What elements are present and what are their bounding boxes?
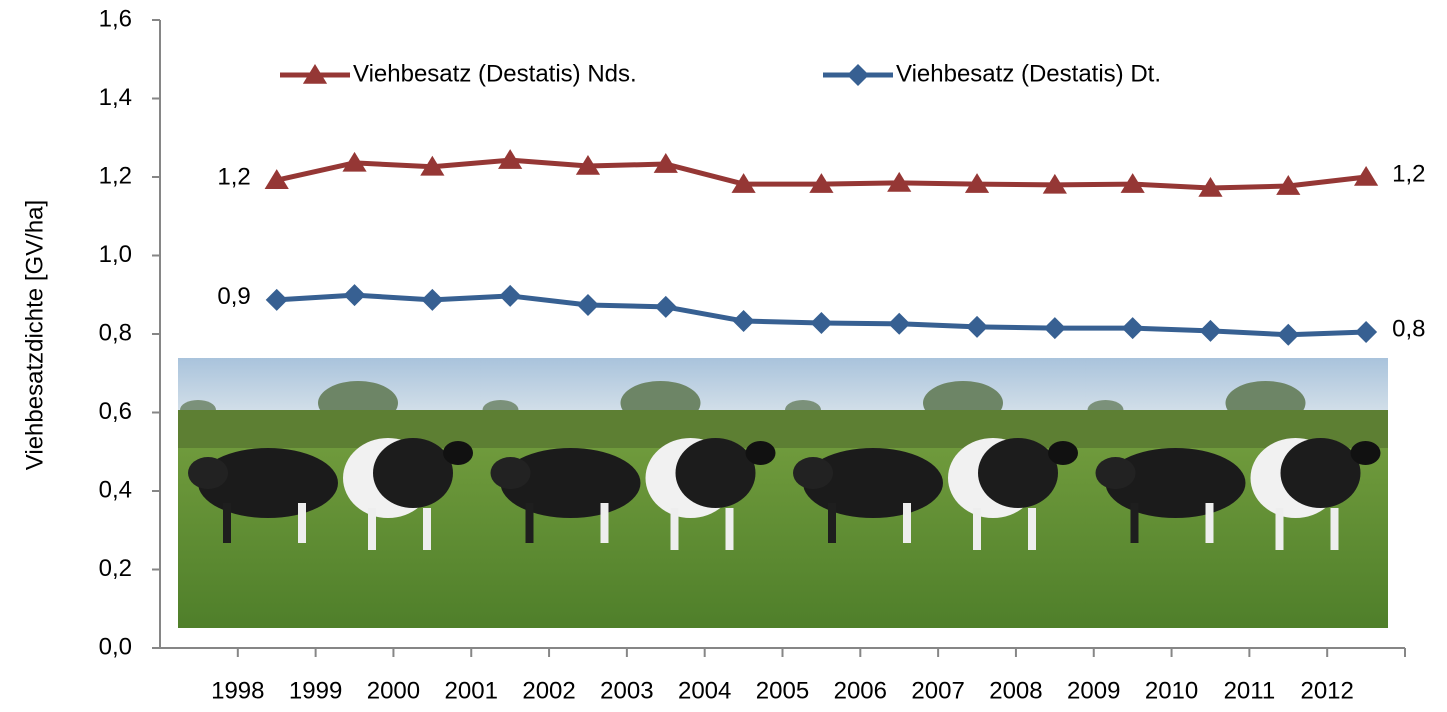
marker — [264, 169, 289, 189]
legend-label: Viehbesatz (Destatis) Dt. — [896, 60, 1161, 87]
marker — [1198, 176, 1223, 197]
marker — [810, 312, 833, 335]
marker — [1353, 166, 1379, 186]
y-tick-label: 1,4 — [99, 84, 132, 111]
x-tick-label: 2011 — [1224, 677, 1276, 704]
marker — [964, 173, 990, 193]
y-tick-label: 0,0 — [99, 633, 132, 660]
y-tick-label: 0,8 — [99, 319, 132, 346]
marker — [342, 151, 367, 172]
marker — [888, 312, 911, 335]
x-tick-label: 2000 — [367, 677, 420, 704]
marker — [653, 153, 678, 173]
marker — [1120, 173, 1145, 193]
x-tick-label: 2005 — [756, 677, 809, 704]
marker — [499, 284, 522, 307]
marker — [1277, 323, 1300, 346]
x-tick-label: 2007 — [911, 677, 964, 704]
y-tick-label: 1,0 — [99, 241, 132, 268]
marker — [1121, 317, 1144, 340]
x-tick-label: 1998 — [211, 677, 264, 704]
x-tick-label: 2012 — [1300, 677, 1353, 704]
x-tick-label: 1999 — [289, 677, 342, 704]
x-tick-label: 2010 — [1145, 677, 1198, 704]
x-tick-label: 2003 — [600, 677, 653, 704]
y-axis-label: Viehbesatzdichte [GV/ha] — [21, 200, 48, 470]
marker — [654, 295, 677, 318]
legend-marker — [302, 64, 328, 84]
x-tick-label: 2001 — [445, 677, 498, 704]
x-tick-label: 2006 — [834, 677, 887, 704]
y-tick-label: 0,4 — [99, 476, 132, 503]
marker — [809, 173, 834, 193]
legend-marker — [847, 64, 869, 86]
marker — [1042, 173, 1067, 194]
marker — [576, 293, 599, 316]
marker — [575, 155, 601, 175]
marker — [343, 284, 366, 307]
marker — [1199, 319, 1222, 342]
marker — [1043, 317, 1066, 340]
data-label: 1,2 — [1392, 160, 1425, 187]
background-photo — [178, 358, 1388, 628]
marker — [887, 171, 912, 192]
y-tick-label: 0,6 — [99, 398, 132, 425]
data-label: 1,2 — [217, 163, 250, 190]
y-tick-label: 1,2 — [99, 162, 132, 189]
y-tick-label: 1,6 — [99, 5, 132, 32]
marker — [966, 315, 989, 338]
x-tick-label: 2008 — [989, 677, 1042, 704]
marker — [421, 288, 444, 311]
marker — [265, 288, 288, 311]
x-tick-label: 2009 — [1067, 677, 1120, 704]
marker — [498, 149, 523, 169]
legend: Viehbesatz (Destatis) Nds. Viehbesatz (De… — [280, 60, 1161, 87]
data-label: 0,9 — [217, 283, 250, 310]
x-tick-label: 2002 — [522, 677, 575, 704]
x-tick-label: 2004 — [678, 677, 731, 704]
marker — [732, 310, 755, 333]
marker — [1355, 321, 1378, 344]
marker — [731, 173, 756, 193]
data-label: 0,8 — [1392, 315, 1425, 342]
marker — [420, 155, 445, 176]
marker — [1276, 175, 1301, 195]
y-tick-label: 0,2 — [99, 555, 132, 582]
legend-label: Viehbesatz (Destatis) Nds. — [353, 60, 637, 87]
